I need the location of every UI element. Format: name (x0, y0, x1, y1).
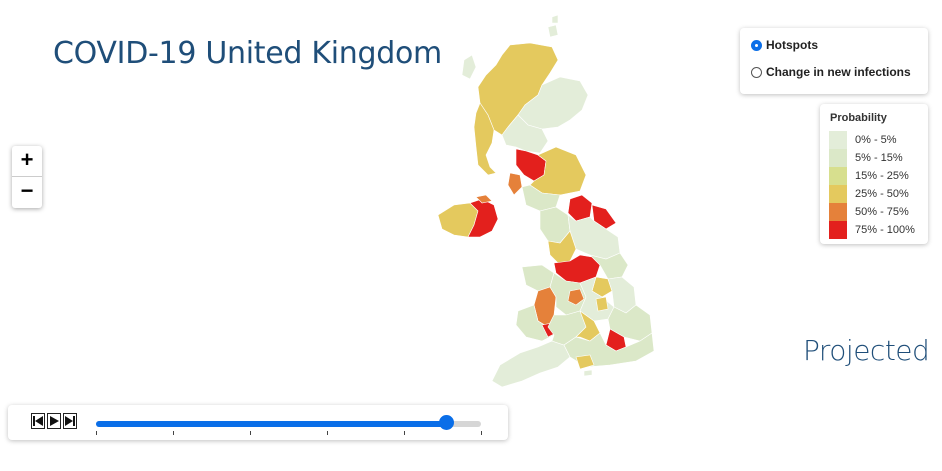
legend-swatch (829, 131, 847, 149)
legend-item: 15% - 25% (829, 167, 909, 185)
legend-item: 75% - 100% (829, 221, 915, 239)
hotspots-label: Hotspots (766, 38, 818, 52)
region-birmingham[interactable] (567, 288, 585, 306)
region-manchester[interactable] (553, 254, 601, 284)
legend-item: 5% - 15% (829, 149, 903, 167)
legend-label: 5% - 15% (855, 152, 903, 164)
zoom-out-button[interactable]: − (20, 178, 34, 203)
legend-label: 50% - 75% (855, 206, 909, 218)
region-leicester[interactable] (595, 296, 609, 312)
skip-forward-button[interactable] (63, 413, 77, 429)
region-scotland-argyll[interactable] (473, 102, 497, 176)
region-ayrshire[interactable] (507, 172, 523, 196)
timeline-tick (481, 431, 482, 435)
skip-back-icon (33, 416, 43, 426)
period-label: Projected (803, 334, 930, 367)
legend-title: Probability (830, 112, 887, 124)
uk-map[interactable] (430, 14, 660, 390)
region-orkney[interactable] (547, 24, 559, 38)
region-oxford[interactable] (575, 310, 601, 342)
probability-legend: Probability 0% - 5% 5% - 15% 15% - 25% 2… (820, 104, 928, 244)
region-scotland-east[interactable] (517, 76, 589, 130)
legend-label: 0% - 5% (855, 134, 897, 146)
legend-swatch (829, 149, 847, 167)
region-shetland[interactable] (551, 14, 559, 24)
legend-label: 25% - 50% (855, 188, 909, 200)
timeline-tick (96, 431, 97, 435)
region-hampshire[interactable] (575, 354, 595, 370)
timeline-tick (250, 431, 251, 435)
region-newcastle[interactable] (567, 194, 593, 222)
timeline-slider-handle[interactable] (439, 415, 455, 430)
page-title: COVID-19 United Kingdom (53, 36, 442, 71)
region-isle-of-wight[interactable] (583, 369, 593, 377)
region-south-west[interactable] (491, 340, 571, 388)
timeline-player (8, 405, 508, 440)
timeline-slider-fill (96, 421, 447, 427)
zoom-in-button[interactable]: + (12, 146, 42, 177)
legend-item: 50% - 75% (829, 203, 909, 221)
map-mode-selector: Hotspots Change in new infections (740, 28, 928, 94)
timeline-tick (327, 431, 328, 435)
region-scotland-west-isles[interactable] (461, 54, 477, 80)
timeline-tick (173, 431, 174, 435)
skip-forward-icon (65, 416, 75, 426)
skip-back-button[interactable] (31, 413, 45, 429)
change-option[interactable]: Change in new infections (751, 65, 911, 79)
legend-item: 0% - 5% (829, 131, 897, 149)
change-radio[interactable] (751, 66, 762, 78)
hotspots-option[interactable]: Hotspots (751, 38, 818, 52)
legend-label: 15% - 25% (855, 170, 909, 182)
change-label: Change in new infections (766, 65, 911, 79)
region-scotland-central[interactable] (501, 114, 549, 154)
legend-swatch (829, 167, 847, 185)
play-icon (50, 416, 59, 426)
uk-map-svg[interactable] (430, 14, 660, 390)
legend-swatch (829, 203, 847, 221)
region-ni-north[interactable] (475, 194, 493, 204)
legend-swatch (829, 185, 847, 203)
timeline-tick (404, 431, 405, 435)
legend-label: 75% - 100% (855, 224, 915, 236)
play-button[interactable] (47, 413, 61, 429)
legend-swatch (829, 221, 847, 239)
region-lancashire[interactable] (547, 230, 577, 264)
hotspots-radio[interactable] (751, 39, 762, 51)
region-durham[interactable] (591, 204, 617, 230)
zoom-control: + − (12, 146, 42, 208)
region-borders[interactable] (521, 184, 561, 212)
legend-item: 25% - 50% (829, 185, 909, 203)
timeline-slider[interactable] (96, 421, 481, 427)
